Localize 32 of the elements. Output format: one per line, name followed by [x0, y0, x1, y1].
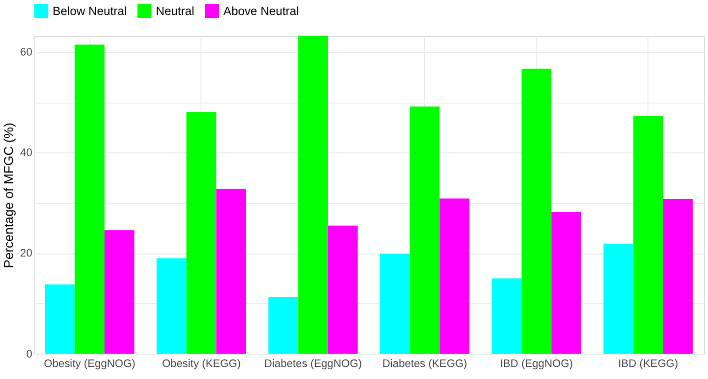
bar	[440, 198, 470, 354]
y-tick-label: 20	[20, 248, 32, 260]
bar	[551, 212, 582, 354]
bar	[74, 44, 105, 354]
legend-label: Neutral	[156, 4, 194, 18]
y-axis-title: Percentage of MFGC (%)	[1, 122, 16, 268]
y-tick-label: 40	[20, 147, 32, 160]
bar	[104, 230, 134, 354]
y-tick-label: 60	[20, 46, 32, 59]
bar	[663, 198, 693, 354]
bar	[268, 297, 298, 354]
bar	[298, 36, 328, 354]
x-tick-label: Diabetes (KEGG)	[382, 358, 468, 370]
bar	[603, 244, 634, 354]
x-tick-label: Obesity (KEGG)	[162, 358, 241, 370]
bar	[380, 254, 410, 354]
bar	[44, 284, 75, 354]
bar	[186, 112, 216, 354]
y-tick-label: 0	[26, 348, 32, 360]
bar	[410, 106, 440, 354]
bar	[522, 68, 552, 354]
x-tick-label: Diabetes (EggNOG)	[264, 358, 362, 370]
bar	[156, 258, 186, 354]
x-tick-label: Obesity (EggNOG)	[44, 358, 136, 370]
bar	[216, 188, 246, 354]
legend-label: Below Neutral	[52, 4, 127, 18]
bar	[328, 226, 358, 354]
x-tick-label: IBD (KEGG)	[618, 358, 678, 370]
bar	[492, 278, 522, 354]
legend-label: Above Neutral	[223, 4, 299, 18]
bar	[633, 116, 664, 354]
x-tick-label: IBD (EggNOG)	[500, 358, 573, 370]
